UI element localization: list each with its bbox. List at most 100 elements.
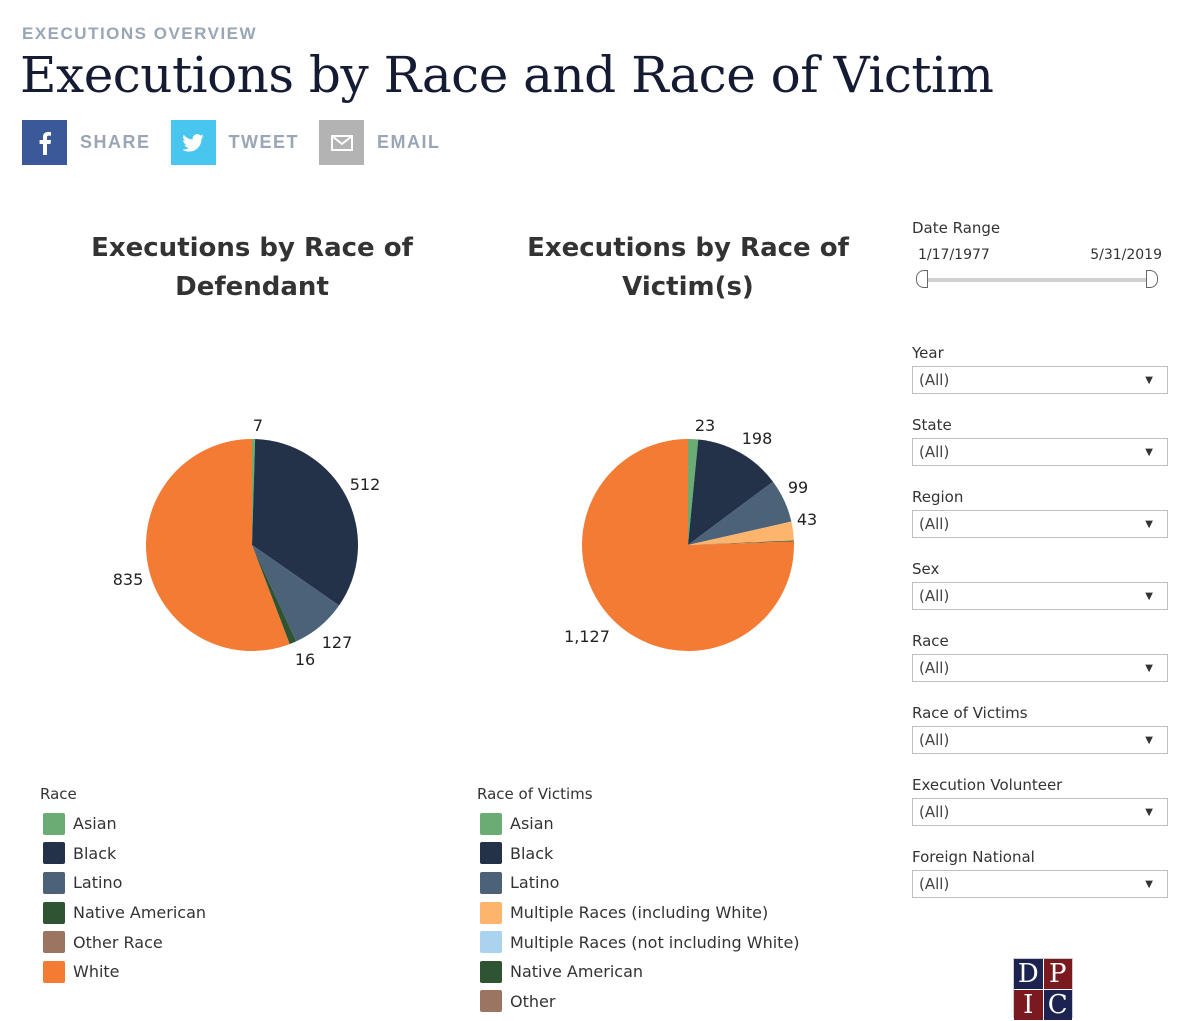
legend-item[interactable]: Black [477, 839, 800, 869]
slider-end-handle[interactable] [1146, 270, 1158, 288]
logo-letter: C [1043, 990, 1072, 1020]
race-select[interactable]: (All) ▼ [912, 654, 1168, 682]
legend-item[interactable]: Native American [477, 957, 800, 987]
select-value: (All) [919, 731, 950, 749]
legend-item[interactable]: Latino [477, 868, 800, 898]
legend-label: Other Race [73, 932, 163, 952]
pie-slice-black[interactable] [252, 439, 358, 606]
chevron-down-icon: ▼ [1145, 806, 1153, 818]
legend-label: Black [510, 843, 554, 863]
region-filter: Region (All) ▼ [912, 488, 1168, 538]
pie-slice-multiple-races-including-white-[interactable] [688, 521, 794, 545]
race-of-victims-select[interactable]: (All) ▼ [912, 726, 1168, 754]
pie-slice-latino[interactable] [252, 545, 340, 642]
foreign-national-select[interactable]: (All) ▼ [912, 870, 1168, 898]
chevron-down-icon: ▼ [1145, 590, 1153, 602]
legend-swatch [480, 931, 502, 954]
email-share-button[interactable]: EMAIL [319, 120, 441, 165]
defendant-chart-title-line1: Executions by Race of [91, 233, 413, 263]
pie-charts: 7 512 127 16 835 23 198 99 43 1,127 [113, 416, 817, 669]
logo-letter: P [1043, 959, 1072, 989]
victim-chart-title-line1: Executions by Race of [527, 233, 849, 263]
logo-letter: I [1014, 990, 1043, 1020]
execution-volunteer-select[interactable]: (All) ▼ [912, 798, 1168, 826]
legend-item[interactable]: Asian [40, 809, 206, 839]
page-title: Executions by Race and Race of Victim [20, 46, 994, 104]
pie-slice-latino[interactable] [688, 481, 792, 545]
legend-label: Asian [73, 814, 117, 834]
select-value: (All) [919, 587, 950, 605]
victim-chart-title: Executions by Race of Victim(s) [508, 229, 868, 307]
sex-label: Sex [912, 560, 940, 578]
dpic-logo: D P I C [1013, 958, 1073, 1020]
date-range-start: 1/17/1977 [918, 247, 990, 263]
legend-item[interactable]: Native American [40, 898, 206, 928]
pie-slice-asian[interactable] [252, 439, 256, 545]
chevron-down-icon: ▼ [1145, 518, 1153, 530]
pie-slice-white[interactable] [582, 439, 794, 652]
defendant-chart-title-line2: Defendant [175, 272, 329, 302]
legend-label: Native American [73, 903, 207, 923]
foreign-national-filter: Foreign National (All) ▼ [912, 848, 1168, 898]
legend-item[interactable]: Other [477, 987, 800, 1017]
slider-track [924, 278, 1148, 282]
date-range-filter: Date Range 1/17/1977 5/31/2019 [912, 219, 1172, 291]
race-of-victims-filter: Race of Victims (All) ▼ [912, 704, 1168, 754]
sex-filter: Sex (All) ▼ [912, 560, 1168, 610]
pie-slice-asian[interactable] [688, 439, 699, 545]
year-select[interactable]: (All) ▼ [912, 366, 1168, 394]
section-eyebrow: EXECUTIONS OVERVIEW [22, 24, 258, 43]
legend-label: Black [73, 843, 117, 863]
legend-item[interactable]: Asian [477, 809, 800, 839]
pie-slice-native-american[interactable] [252, 545, 297, 645]
date-range-end: 5/31/2019 [1090, 247, 1162, 263]
legend-label: White [73, 962, 120, 982]
pie-data-label: 7 [253, 416, 263, 435]
legend-label: Other [510, 991, 556, 1011]
defendant-chart-title: Executions by Race of Defendant [72, 229, 432, 307]
state-filter: State (All) ▼ [912, 416, 1168, 466]
legend-item[interactable]: Other Race [40, 927, 206, 957]
legend-title: Race of Victims [477, 785, 593, 803]
legend-swatch [43, 812, 65, 835]
facebook-share-button[interactable]: SHARE [22, 120, 151, 165]
region-select[interactable]: (All) ▼ [912, 510, 1168, 538]
twitter-tweet-button[interactable]: TWEET [170, 120, 300, 165]
legend-swatch [480, 960, 502, 983]
race-of-victims-legend: Race of Victims Asian Black Latino Multiple… [477, 785, 800, 1016]
legend-item[interactable]: Latino [40, 868, 206, 898]
pie-slice-white[interactable] [145, 439, 290, 651]
select-value: (All) [919, 803, 950, 821]
pie-data-label: 1,127 [564, 627, 610, 646]
date-range-slider[interactable] [912, 269, 1162, 291]
legend-item[interactable]: White [40, 957, 206, 987]
legend-swatch [43, 871, 65, 894]
slider-start-handle[interactable] [916, 270, 928, 288]
twitter-icon [170, 120, 216, 165]
execution-volunteer-label: Execution Volunteer [912, 776, 1063, 794]
legend-swatch [480, 842, 502, 865]
legend-swatch [43, 960, 65, 983]
pie-slice-native-american[interactable] [688, 540, 794, 545]
legend-swatch [43, 901, 65, 924]
legend-label: Multiple Races (not including White) [510, 932, 800, 952]
sex-select[interactable]: (All) ▼ [912, 582, 1168, 610]
legend-swatch [43, 842, 65, 865]
chevron-down-icon: ▼ [1145, 878, 1153, 890]
legend-item[interactable]: Multiple Races (not including White) [477, 927, 800, 957]
race-legend: Race Asian Black Latino Native American Othe… [40, 785, 206, 987]
legend-item[interactable]: Black [40, 839, 206, 869]
select-value: (All) [919, 515, 950, 533]
email-label: EMAIL [377, 132, 441, 152]
legend-swatch [480, 901, 502, 924]
state-select[interactable]: (All) ▼ [912, 438, 1168, 466]
legend-item[interactable]: Multiple Races (including White) [477, 898, 800, 928]
chevron-down-icon: ▼ [1145, 374, 1153, 386]
date-range-label: Date Range [912, 219, 1001, 237]
chevron-down-icon: ▼ [1145, 662, 1153, 674]
state-label: State [912, 416, 952, 434]
legend-label: Multiple Races (including White) [510, 903, 769, 923]
legend-label: Latino [73, 873, 123, 893]
race-filter: Race (All) ▼ [912, 632, 1168, 682]
pie-slice-black[interactable] [688, 439, 774, 545]
